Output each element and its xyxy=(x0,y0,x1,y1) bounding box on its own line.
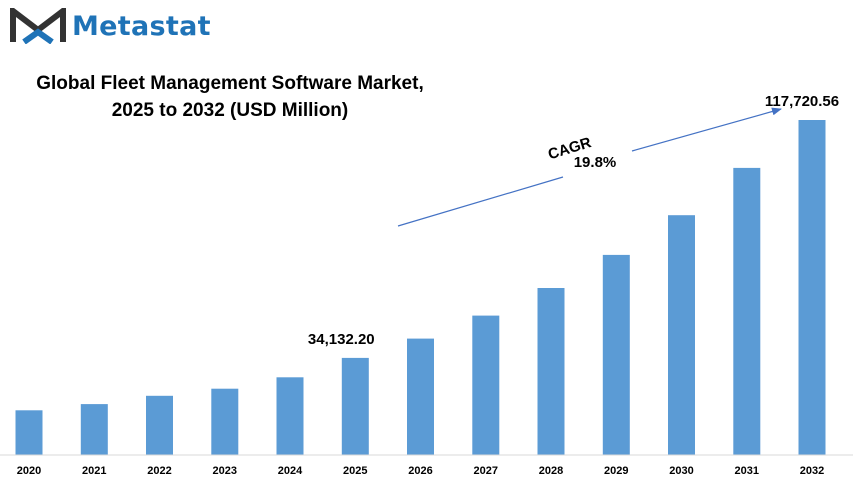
bar-2026 xyxy=(407,338,434,455)
cagr-arrow-line-end xyxy=(631,107,782,152)
cagr-value: 19.8% xyxy=(574,154,617,171)
bar-2024 xyxy=(276,377,304,455)
bar-2027 xyxy=(472,315,500,455)
metastat-logo-icon xyxy=(10,4,66,45)
data-label-2032: 117,720.56 xyxy=(765,93,839,110)
x-tick-label-2020: 2020 xyxy=(17,465,41,477)
bar-2030 xyxy=(668,215,695,455)
x-tick-label-2032: 2032 xyxy=(800,465,824,477)
bar-2022 xyxy=(146,395,173,455)
bar-2028 xyxy=(537,288,565,455)
chart-title: Global Fleet Management Software Market,… xyxy=(10,70,450,124)
bar-2021 xyxy=(80,404,108,455)
data-label-2025: 34,132.20 xyxy=(308,331,375,348)
x-tick-label-2027: 2027 xyxy=(474,465,498,477)
brand-logo: Metastat xyxy=(10,4,240,48)
bar-2029 xyxy=(602,254,630,455)
cagr-arrow-line-start xyxy=(397,176,564,227)
x-tick-label-2025: 2025 xyxy=(343,465,367,477)
bar-2023 xyxy=(211,388,239,455)
bar-2032 xyxy=(798,120,826,455)
x-tick-label-2026: 2026 xyxy=(408,465,432,477)
x-tick-label-2023: 2023 xyxy=(213,465,237,477)
x-tick-label-2022: 2022 xyxy=(147,465,171,477)
bar-2031 xyxy=(733,167,761,455)
x-tick-label-2021: 2021 xyxy=(82,465,106,477)
chart-title-line-2: 2025 to 2032 (USD Million) xyxy=(111,100,349,121)
x-tick-label-2030: 2030 xyxy=(669,465,693,477)
bar-2020 xyxy=(15,410,43,455)
x-tick-label-2028: 2028 xyxy=(539,465,563,477)
chart-title-line-1: Global Fleet Management Software Market, xyxy=(36,73,424,94)
brand-name: Metastat xyxy=(72,11,211,42)
x-tick-label-2031: 2031 xyxy=(735,465,759,477)
bar-2025 xyxy=(341,357,369,455)
x-tick-label-2024: 2024 xyxy=(278,465,303,477)
x-tick-label-2029: 2029 xyxy=(604,465,628,477)
